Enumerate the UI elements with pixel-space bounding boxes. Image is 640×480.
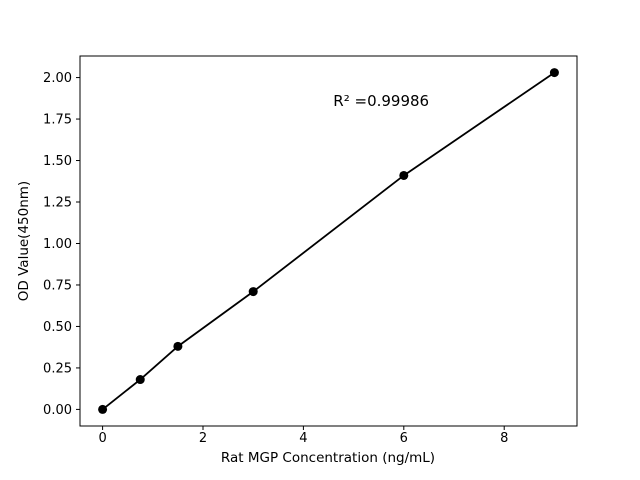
r-squared-annotation: R² =0.99986 <box>333 91 430 110</box>
x-axis-label: Rat MGP Concentration (ng/mL) <box>220 450 436 466</box>
data-point-marker <box>248 287 258 297</box>
data-point-marker <box>135 375 145 385</box>
y-axis-label: OD Value(450nm) <box>16 180 32 302</box>
y-tick-label: 1.25 <box>43 196 72 211</box>
x-tick-label: 8 <box>500 431 508 446</box>
data-point-marker <box>173 341 183 351</box>
x-tick-label: 6 <box>400 431 408 446</box>
plot-area-border <box>79 55 578 427</box>
y-tick-label: 0.25 <box>43 361 72 376</box>
data-point-marker <box>98 404 108 414</box>
y-tick-label: 1.50 <box>43 154 72 169</box>
x-tick-label: 2 <box>199 431 207 446</box>
standard-curve-line <box>101 71 556 411</box>
x-tick-label: 0 <box>98 431 106 446</box>
data-point-marker <box>399 170 409 180</box>
y-tick-label: 0.50 <box>43 320 72 335</box>
y-tick-label: 2.00 <box>43 71 72 86</box>
data-point-marker <box>549 68 559 78</box>
y-tick-label: 1.00 <box>43 237 72 252</box>
y-tick-label: 0.75 <box>43 278 72 293</box>
x-tick-label: 4 <box>299 431 307 446</box>
y-tick-label: 1.75 <box>43 113 72 128</box>
y-tick-label: 0.00 <box>43 403 72 418</box>
